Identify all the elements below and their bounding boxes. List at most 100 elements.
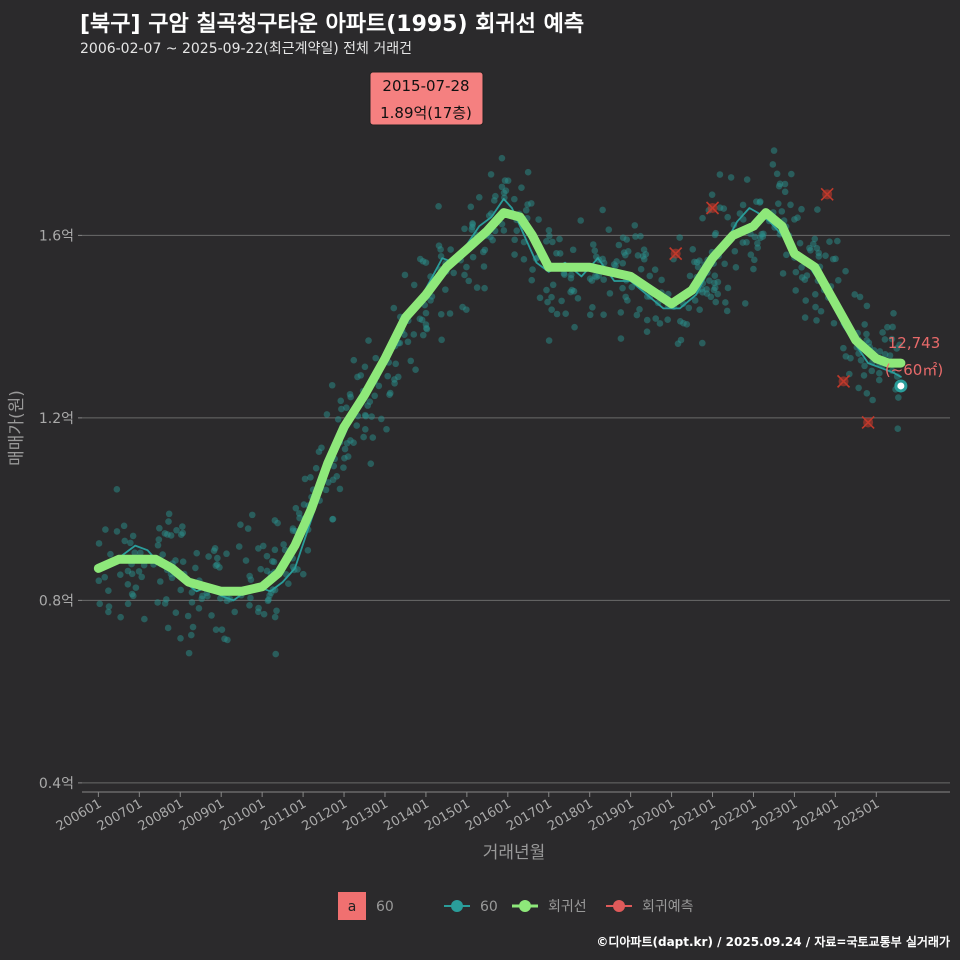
transaction-point: [798, 264, 805, 271]
x-tick-label: 202201: [709, 796, 759, 834]
transaction-point: [480, 263, 488, 270]
transaction-point: [803, 272, 811, 279]
transaction-point: [487, 171, 495, 178]
transaction-point: [177, 586, 185, 594]
transaction-point: [504, 177, 512, 185]
transaction-point: [184, 612, 192, 620]
transaction-point: [813, 317, 820, 324]
transaction-point: [223, 550, 230, 558]
transaction-point: [637, 265, 645, 273]
transaction-point: [781, 180, 789, 188]
transaction-point: [164, 624, 172, 632]
transaction-point: [361, 411, 369, 419]
transaction-point: [172, 609, 180, 616]
transaction-point: [193, 549, 201, 557]
transaction-point: [677, 336, 685, 344]
transaction-point: [138, 573, 145, 581]
transaction-point: [105, 608, 112, 616]
transaction-point: [173, 526, 180, 534]
transaction-point: [813, 244, 821, 252]
transaction-point: [605, 226, 613, 234]
transaction-point: [329, 515, 337, 523]
transaction-point: [513, 227, 521, 234]
transaction-point: [362, 425, 369, 433]
transaction-point: [545, 227, 553, 234]
legend-label-60: 60: [480, 899, 498, 915]
transaction-point: [407, 357, 415, 365]
transaction-point: [300, 501, 308, 508]
transaction-point: [600, 276, 607, 283]
transaction-point: [242, 557, 250, 564]
series-60-line: [97, 198, 902, 602]
transaction-point: [343, 439, 351, 447]
transaction-point: [781, 188, 789, 196]
transaction-point: [247, 594, 254, 602]
transaction-point: [623, 236, 631, 243]
transaction-point: [96, 600, 104, 608]
transaction-point: [165, 510, 173, 518]
transaction-point: [161, 530, 169, 537]
y-tick-label: 1.2억: [39, 411, 74, 427]
transaction-point: [188, 631, 195, 639]
transaction-point: [192, 564, 199, 572]
transaction-point: [860, 372, 868, 379]
transaction-point: [712, 298, 720, 306]
x-tick-label: 202301: [750, 796, 800, 834]
transaction-point: [773, 170, 781, 178]
transaction-point: [529, 266, 536, 273]
transaction-point: [461, 225, 468, 233]
transaction-point: [263, 567, 271, 575]
transaction-point: [343, 404, 350, 411]
transaction-point: [544, 298, 551, 306]
transaction-point: [716, 171, 724, 178]
transaction-point: [419, 331, 427, 339]
transaction-point: [127, 539, 134, 547]
transaction-point: [720, 205, 728, 212]
transaction-point: [95, 540, 103, 547]
transaction-point: [548, 306, 555, 314]
x-tick-label: 202101: [668, 796, 718, 834]
transaction-point: [366, 398, 374, 406]
transaction-point: [511, 251, 518, 258]
transaction-point: [235, 543, 243, 550]
transaction-point: [727, 174, 735, 181]
transaction-point: [292, 504, 300, 512]
transaction-point: [620, 249, 628, 256]
transaction-point: [863, 330, 870, 338]
transaction-point: [168, 574, 176, 582]
transaction-point: [328, 381, 336, 389]
transaction-point: [617, 309, 625, 316]
transaction-point: [124, 580, 132, 588]
transaction-point: [643, 316, 651, 324]
transaction-point: [732, 263, 740, 271]
transaction-point: [154, 541, 162, 549]
transaction-point: [159, 551, 166, 558]
transaction-point: [502, 187, 510, 194]
transaction-point: [422, 259, 430, 266]
transaction-point: [304, 547, 312, 554]
transaction-point: [731, 247, 739, 255]
transaction-point: [723, 307, 731, 315]
transaction-point: [589, 304, 596, 311]
x-tick-label: 200701: [95, 796, 145, 834]
transaction-point: [446, 310, 454, 317]
transaction-point: [876, 369, 883, 377]
transaction-point: [255, 604, 262, 612]
transaction-point: [543, 286, 550, 294]
transaction-point: [105, 587, 112, 595]
transaction-point: [689, 246, 697, 253]
transaction-point: [141, 615, 148, 623]
transaction-point: [686, 272, 694, 280]
transaction-point: [807, 247, 814, 254]
transaction-point: [556, 235, 563, 243]
transaction-point: [255, 545, 262, 552]
transaction-point: [463, 263, 470, 271]
footer-credit: ©디아파트(dapt.kr) / 2025.09.24 / 자료=국토교통부 실…: [596, 935, 950, 949]
transaction-point: [129, 532, 137, 540]
transaction-point: [154, 599, 161, 606]
x-tick-label: 201501: [422, 796, 472, 834]
transaction-point: [247, 576, 255, 583]
transaction-point: [568, 286, 576, 294]
transaction-point: [498, 154, 506, 162]
transaction-point: [522, 206, 530, 214]
